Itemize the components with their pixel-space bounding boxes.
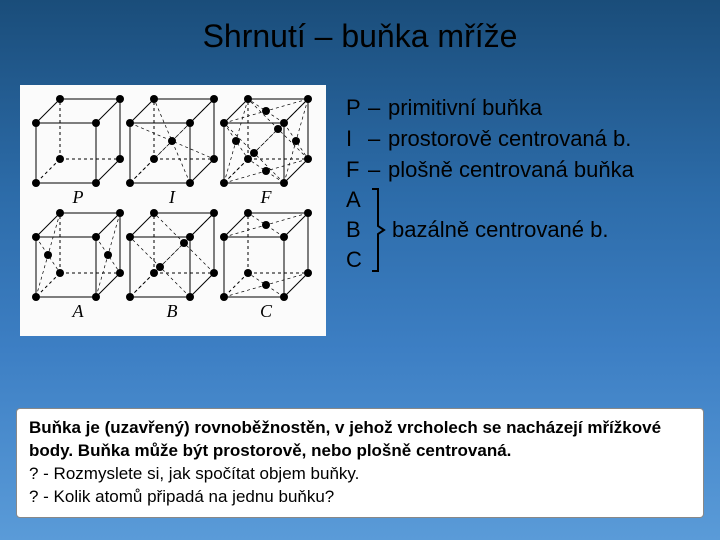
summary-line: ? - Rozmyslete si, jak spočítat objem bu…	[29, 463, 691, 486]
svg-text:F: F	[260, 187, 273, 207]
lattice-svg: P I F A B C	[32, 95, 314, 325]
legend-sep: –	[368, 93, 388, 124]
summary-line: ? - Kolik atomů připadá na jednu buňku?	[29, 486, 691, 509]
svg-text:P: P	[72, 187, 84, 207]
svg-text:I: I	[168, 187, 176, 207]
slide-title: Shrnutí – buňka mříže	[0, 0, 720, 55]
legend-bracket-letter: B	[346, 215, 368, 245]
legend-item: F–plošně centrovaná buňka	[346, 155, 634, 186]
legend-bracket-letter: C	[346, 245, 368, 275]
legend-bracket-group: ABC bazálně centrované b.	[346, 185, 634, 275]
summary-line: Buňka je (uzavřený) rovnoběžnostěn, v je…	[29, 417, 691, 463]
legend-sep: –	[368, 155, 388, 186]
legend-letter: F	[346, 155, 368, 186]
summary-box: Buňka je (uzavřený) rovnoběžnostěn, v je…	[16, 408, 704, 518]
legend-desc: plošně centrovaná buňka	[388, 155, 634, 186]
legend-letter: I	[346, 124, 368, 155]
legend-sep: –	[368, 124, 388, 155]
svg-text:A: A	[72, 301, 85, 321]
svg-text:B: B	[167, 301, 178, 321]
legend-letter: P	[346, 93, 368, 124]
legend-bracket-desc: bazálně centrované b.	[392, 215, 609, 246]
svg-text:C: C	[260, 301, 273, 321]
bracket-icon	[370, 185, 386, 275]
content-area: PIFABC P–primitivní buňkaI–prostorově ce…	[0, 55, 720, 346]
legend-item: P–primitivní buňka	[346, 93, 634, 124]
legend-bracket-letter: A	[346, 185, 368, 215]
legend-item: I–prostorově centrovaná b.	[346, 124, 634, 155]
legend-desc: primitivní buňka	[388, 93, 542, 124]
legend-desc: prostorově centrovaná b.	[388, 124, 631, 155]
lattice-figure: P I F A B C	[20, 85, 326, 336]
legend: P–primitivní buňkaI–prostorově centrovan…	[346, 85, 634, 336]
